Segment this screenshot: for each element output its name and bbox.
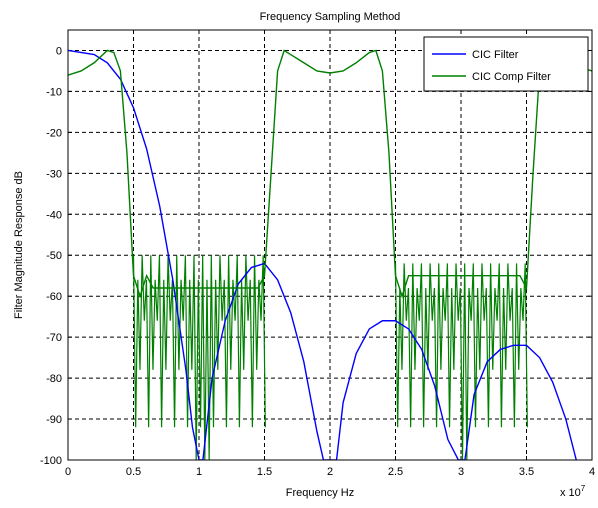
stopband-ripple — [132, 255, 266, 460]
legend-box — [423, 36, 589, 92]
x-tick-label: 4 — [589, 466, 595, 478]
y-tick-label: 0 — [56, 45, 62, 57]
x-multiplier-base: x 10 — [560, 487, 581, 499]
y-tick-label: -90 — [46, 414, 62, 426]
x-multiplier-exponent: 7 — [581, 484, 586, 493]
series-line-cic-filter — [68, 49, 577, 460]
legend: CIC Filter CIC Comp Filter — [423, 36, 589, 92]
y-tick-label: -100 — [40, 455, 62, 467]
x-tick-label: 2.5 — [388, 466, 403, 478]
y-tick-label: -60 — [46, 291, 62, 303]
axis-ticks: 0 0.5 1 1.5 2 2.5 3 3.5 4 0 -10 -20 -30 -40 -50 -60 -70 -… — [40, 30, 595, 478]
y-tick-label: -50 — [46, 250, 62, 262]
y-tick-label: -10 — [46, 86, 62, 98]
x-tick-label: 1.5 — [257, 466, 272, 478]
y-tick-label: -30 — [46, 168, 62, 180]
legend-label-cic-filter: CIC Filter — [472, 49, 519, 61]
chart-title: Frequency Sampling Method — [260, 11, 401, 23]
series-line-cic-comp-filter — [68, 49, 592, 299]
x-axis-label: Frequency Hz — [286, 487, 354, 499]
x-tick-label: 1 — [196, 466, 202, 478]
series-layer — [68, 49, 592, 460]
y-tick-label: -70 — [46, 332, 62, 344]
series-group — [68, 49, 592, 460]
x-axis-multiplier: x 107 — [560, 484, 586, 499]
x-tick-label: 3 — [458, 466, 464, 478]
plot-frame — [67, 29, 593, 461]
y-axis-label: Filter Magnitude Response dB — [13, 171, 25, 319]
x-tick-label: 0.5 — [126, 466, 141, 478]
x-tick-label: 2 — [327, 466, 333, 478]
y-tick-label: -80 — [46, 373, 62, 385]
y-tick-label: -40 — [46, 209, 62, 221]
stopband-ripple — [394, 263, 528, 460]
x-tick-label: 0 — [65, 466, 71, 478]
y-tick-label: -20 — [46, 127, 62, 139]
legend-label-cic-comp-filter: CIC Comp Filter — [472, 71, 551, 83]
x-tick-label: 3.5 — [519, 466, 534, 478]
